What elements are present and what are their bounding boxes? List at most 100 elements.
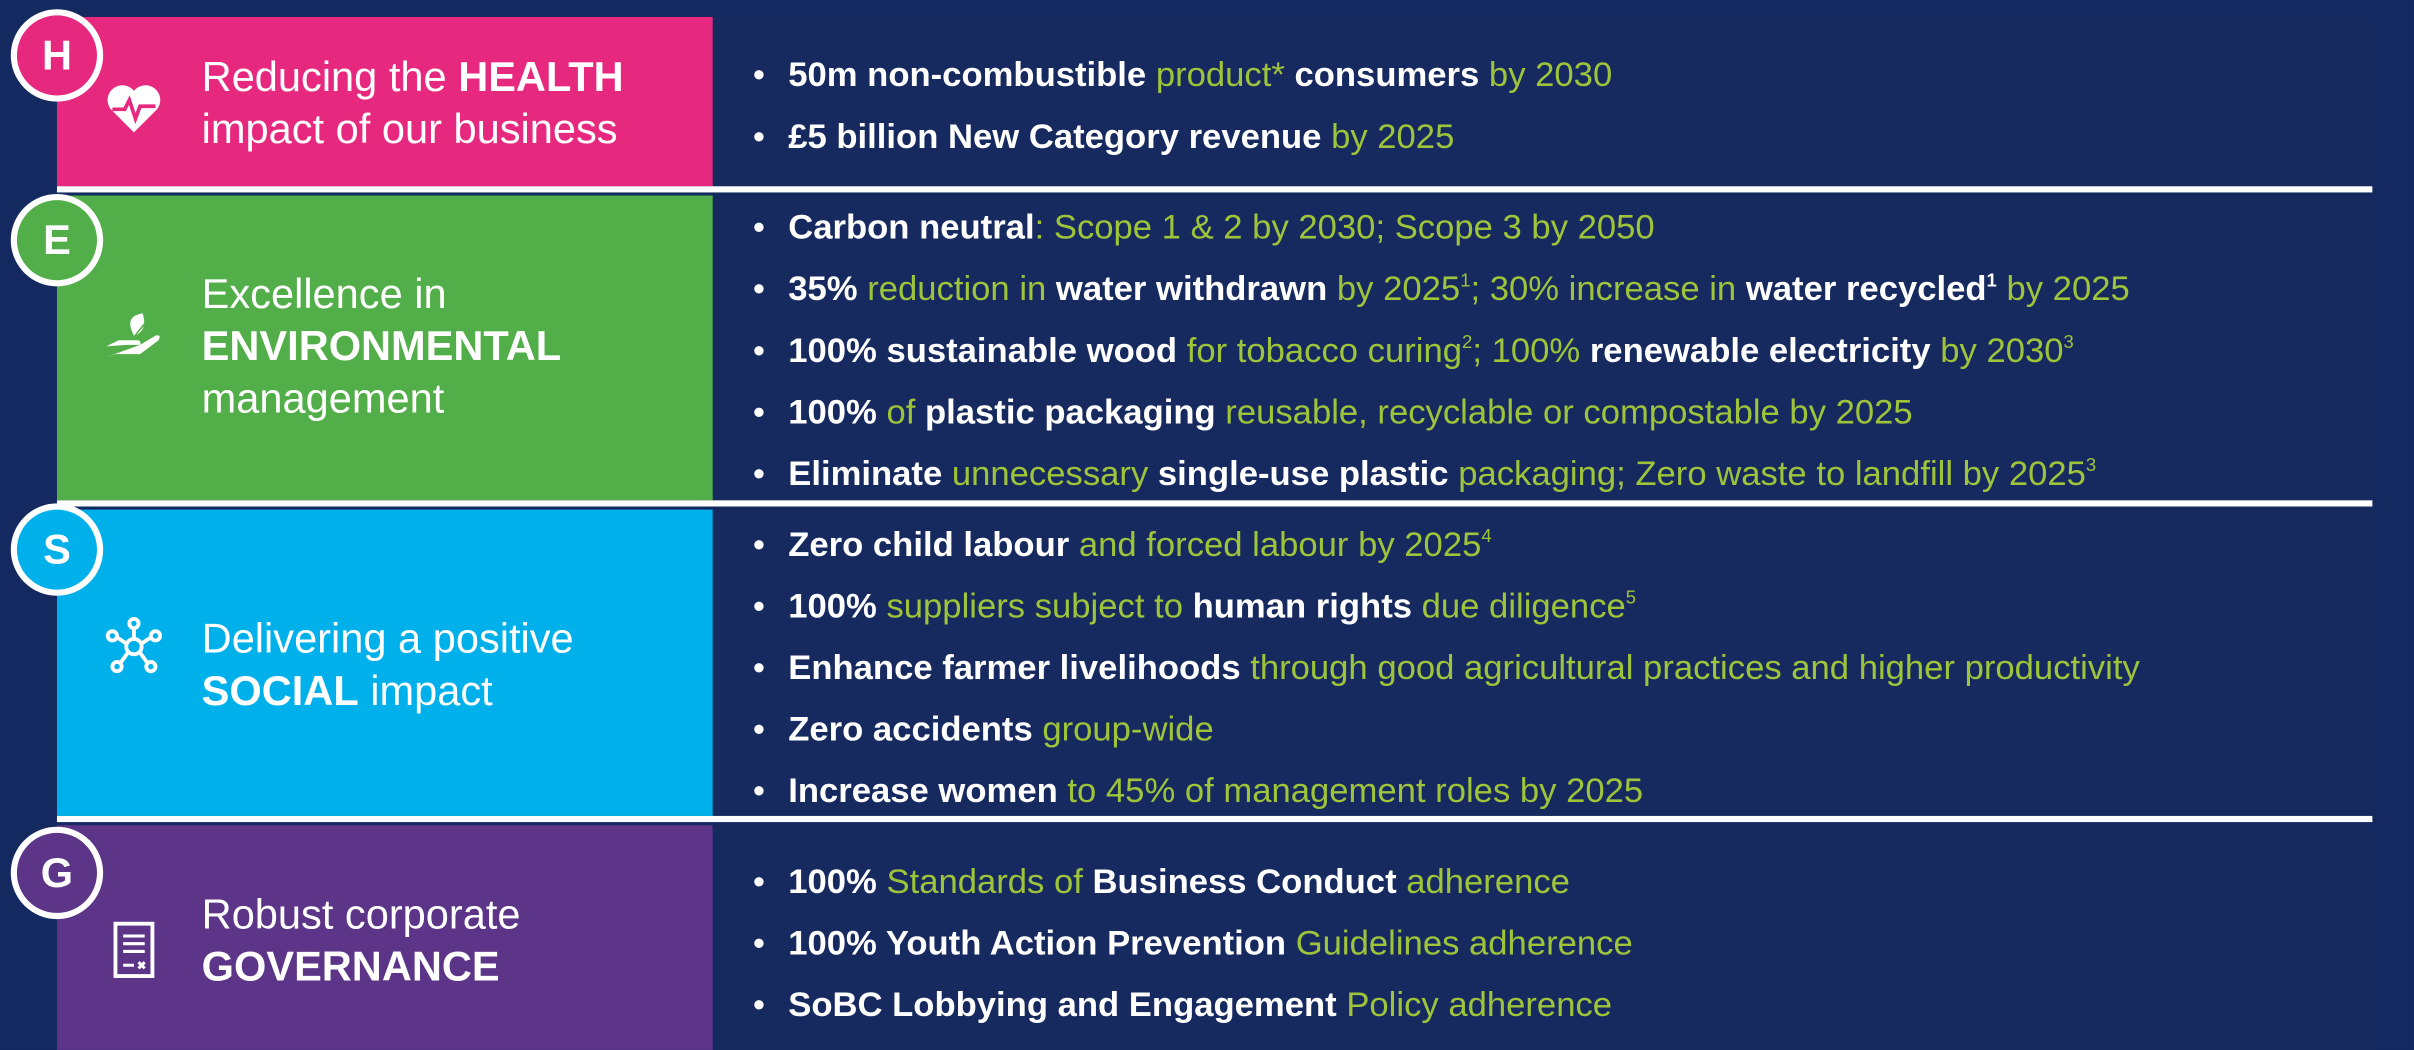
section-badge: S (10, 503, 104, 596)
section-title-line: Robust corporate (202, 888, 521, 940)
bullet-text: 100% sustainable wood (788, 330, 1187, 370)
bullet-dot: • (752, 985, 765, 1024)
bullet-dot: • (752, 524, 765, 564)
section-panel (56, 195, 713, 501)
footnote-mark: 4 (1481, 524, 1492, 547)
bullet-text: due diligence (1421, 586, 1626, 626)
section-title-line: ENVIRONMENTAL (202, 320, 561, 372)
bullet-item: • 35% reduction in water withdrawn by 202… (753, 266, 2130, 312)
bullet-text: suppliers subject to (886, 586, 1193, 626)
bullet-item: • Enhance farmer livelihoods through good… (753, 645, 2140, 691)
bullet-dot: • (752, 771, 765, 810)
bullet-dot: • (752, 862, 765, 901)
bullet-text: SoBC Lobbying and Engagement (788, 985, 1347, 1024)
bullet-item: • £5 billion New Category revenue by 2025 (753, 114, 1455, 160)
bullet-dot: • (752, 392, 765, 432)
section-title-line: GOVERNANCE (202, 941, 500, 993)
footnote-mark: 1 (1460, 269, 1471, 291)
bullet-text: £5 billion New Category revenue (788, 117, 1332, 156)
title-text: SOCIAL (201, 668, 359, 715)
title-text: impact of our business (201, 106, 618, 153)
bullet-text: Business Conduct (1092, 862, 1407, 901)
section-title-line: Delivering a positive (202, 613, 574, 665)
section-panel (56, 509, 713, 816)
bullet-text: renewable electricity (1589, 330, 1941, 370)
bullet-text: reusable, recyclable or compostable by 2… (1225, 392, 1913, 432)
bullet-text: 100% (788, 586, 887, 626)
section-title-line: SOCIAL impact (202, 665, 493, 717)
bullet-text: packaging; Zero waste to landfill by 202… (1458, 454, 2086, 493)
bullet-text: 100% (788, 392, 887, 432)
section-panel (56, 825, 713, 1050)
governance-icon (113, 921, 155, 978)
bullet-item: • 50m non-combustible product* consumers … (753, 52, 1612, 98)
bullet-text: to 45% of management roles by 2025 (1067, 771, 1644, 810)
bullet-item: • 100% of plastic packaging reusable, rec… (753, 389, 1913, 435)
bullet-text: consumers (1294, 55, 1489, 94)
bullet-item: • Increase women to 45% of management rol… (753, 768, 1643, 814)
bullet-text: and forced labour by 2025 (1078, 524, 1482, 564)
footnote-mark: 1 (1986, 269, 1997, 291)
section-content-bg (712, 825, 2373, 1050)
bullet-text: of (886, 392, 925, 432)
bullet-text: water recycled (1745, 269, 1987, 308)
bullet-dot: • (752, 709, 765, 749)
separator (56, 500, 2373, 507)
bullet-text: plastic packaging (924, 392, 1226, 432)
separator (56, 815, 2373, 823)
title-text: Robust corporate (201, 891, 521, 938)
bullet-dot: • (752, 55, 765, 94)
section-content-bg (712, 16, 2373, 187)
bullet-text: group-wide (1042, 709, 1214, 749)
bullet-dot: • (752, 648, 765, 687)
bullet-dot: • (752, 207, 765, 247)
health-icon (107, 85, 161, 133)
bullet-item: • 100% Youth Action Prevention Guidelines… (753, 921, 1633, 967)
bullet-text: 100% (788, 862, 887, 901)
section-badge: G (10, 826, 104, 920)
section-badge: H (10, 9, 104, 102)
bullet-text: by 2025 (1996, 269, 2130, 308)
title-text: Delivering a positive (201, 615, 574, 662)
section-title-line: Reducing the HEALTH (202, 51, 624, 103)
bullet-text: reduction in (867, 269, 1056, 308)
section-content-bg (712, 509, 2373, 816)
bullet-text: by 2025 (1336, 269, 1461, 308)
bullet-text: by 2030 (1488, 55, 1613, 94)
bullet-text: adherence (1406, 862, 1570, 901)
bullet-text: unnecessary (951, 454, 1158, 493)
bullet-text: Carbon neutral (788, 207, 1035, 247)
bullet-text: ; 30% increase in (1470, 269, 1746, 308)
bullet-text: 35% (788, 269, 868, 308)
section-title-line: Excellence in (202, 268, 447, 320)
bullet-text: by 2025 (1331, 117, 1455, 156)
bullet-item: • 100% Standards of Business Conduct adhe… (753, 859, 1570, 905)
section-title-line: management (202, 373, 445, 425)
bullet-item: • Carbon neutral: Scope 1 & 2 by 2030; Sc… (753, 205, 1655, 251)
footnote-mark: 2 (1462, 330, 1473, 353)
bullet-text: single-use plastic (1157, 454, 1459, 493)
title-text: impact (358, 668, 493, 715)
title-text: GOVERNANCE (201, 943, 500, 990)
bullet-text: Standards of (886, 862, 1093, 901)
bullet-text: by 2030 (1940, 330, 2064, 370)
bullet-text: through good agricultural practices and … (1250, 648, 2140, 687)
bullet-dot: • (752, 586, 765, 626)
bullet-text: : Scope 1 & 2 by 2030; Scope 3 by 2050 (1034, 207, 1655, 247)
bullet-dot: • (752, 454, 765, 493)
bullet-text: Enhance farmer livelihoods (788, 648, 1251, 687)
bullet-text: product* (1155, 55, 1295, 94)
title-text: Excellence in (201, 270, 447, 318)
title-text: ENVIRONMENTAL (201, 323, 562, 370)
bullet-dot: • (752, 269, 765, 308)
bullet-text: water withdrawn (1055, 269, 1337, 308)
bullet-text: Guidelines adherence (1295, 923, 1633, 963)
footnote-mark: 3 (2085, 454, 2097, 476)
bullet-text: human rights (1192, 586, 1422, 626)
bullet-text: 100% Youth Action Prevention (788, 923, 1296, 963)
bullet-item: • 100% suppliers subject to human rights … (753, 583, 1636, 629)
section-panel (56, 16, 713, 187)
bullet-item: • SoBC Lobbying and Engagement Policy adh… (753, 982, 1612, 1028)
bullet-item: • Eliminate unnecessary single-use plasti… (753, 451, 2096, 497)
bullet-text: ; 100% (1472, 330, 1590, 370)
